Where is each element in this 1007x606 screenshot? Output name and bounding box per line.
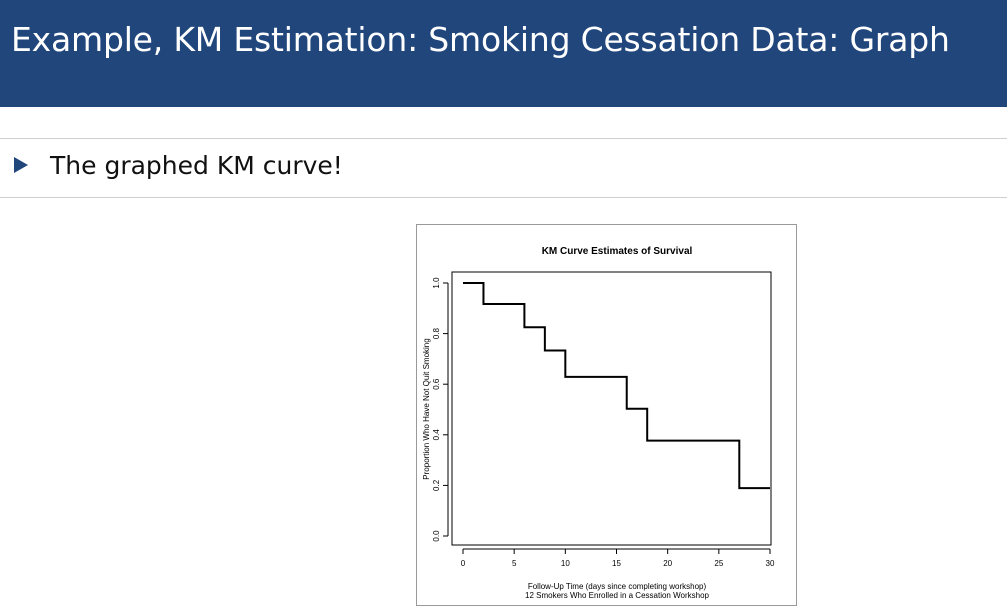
y-tick-label: 0.0 <box>432 530 441 542</box>
bullet-text: The graphed KM curve! <box>50 150 343 180</box>
chart-title: KM Curve Estimates of Survival <box>542 246 693 257</box>
y-tick-label: 0.4 <box>432 429 441 441</box>
x-tick-label: 5 <box>512 559 517 568</box>
x-tick-label: 20 <box>663 559 672 568</box>
km-step-curve <box>463 282 770 490</box>
bullet-item: The graphed KM curve! <box>14 148 343 182</box>
slide-title: Example, KM Estimation: Smoking Cessatio… <box>11 20 950 59</box>
bottom-divider <box>0 197 1007 198</box>
y-tick-label: 0.8 <box>432 327 441 339</box>
x-axis-label: Follow-Up Time (days since completing wo… <box>528 582 707 591</box>
top-divider <box>0 138 1007 139</box>
km-chart: KM Curve Estimates of Survival Proportio… <box>422 246 775 600</box>
x-tick-label: 0 <box>461 559 466 568</box>
axes: 0 5 10 15 20 25 30 0.0 0.2 0.4 0.6 0.8 1.0 <box>432 277 775 568</box>
triangle-bullet-icon <box>14 157 28 173</box>
plot-box <box>451 271 772 546</box>
y-tick-label: 0.2 <box>432 479 441 491</box>
x-tick-label: 30 <box>766 559 775 568</box>
km-chart-frame: KM Curve Estimates of Survival Proportio… <box>416 224 797 606</box>
x-tick-label: 10 <box>561 559 570 568</box>
km-curve-layer <box>463 282 770 490</box>
y-tick-label: 1.0 <box>432 277 441 289</box>
y-tick-label: 0.6 <box>432 378 441 390</box>
x-axis-label-line2: 12 Smokers Who Enrolled in a Cessation W… <box>525 591 709 600</box>
y-axis-label: Proportion Who Have Not Quit Smoking <box>422 338 431 479</box>
x-tick-label: 25 <box>714 559 723 568</box>
slide-header: Example, KM Estimation: Smoking Cessatio… <box>0 0 1007 107</box>
x-tick-label: 15 <box>612 559 621 568</box>
